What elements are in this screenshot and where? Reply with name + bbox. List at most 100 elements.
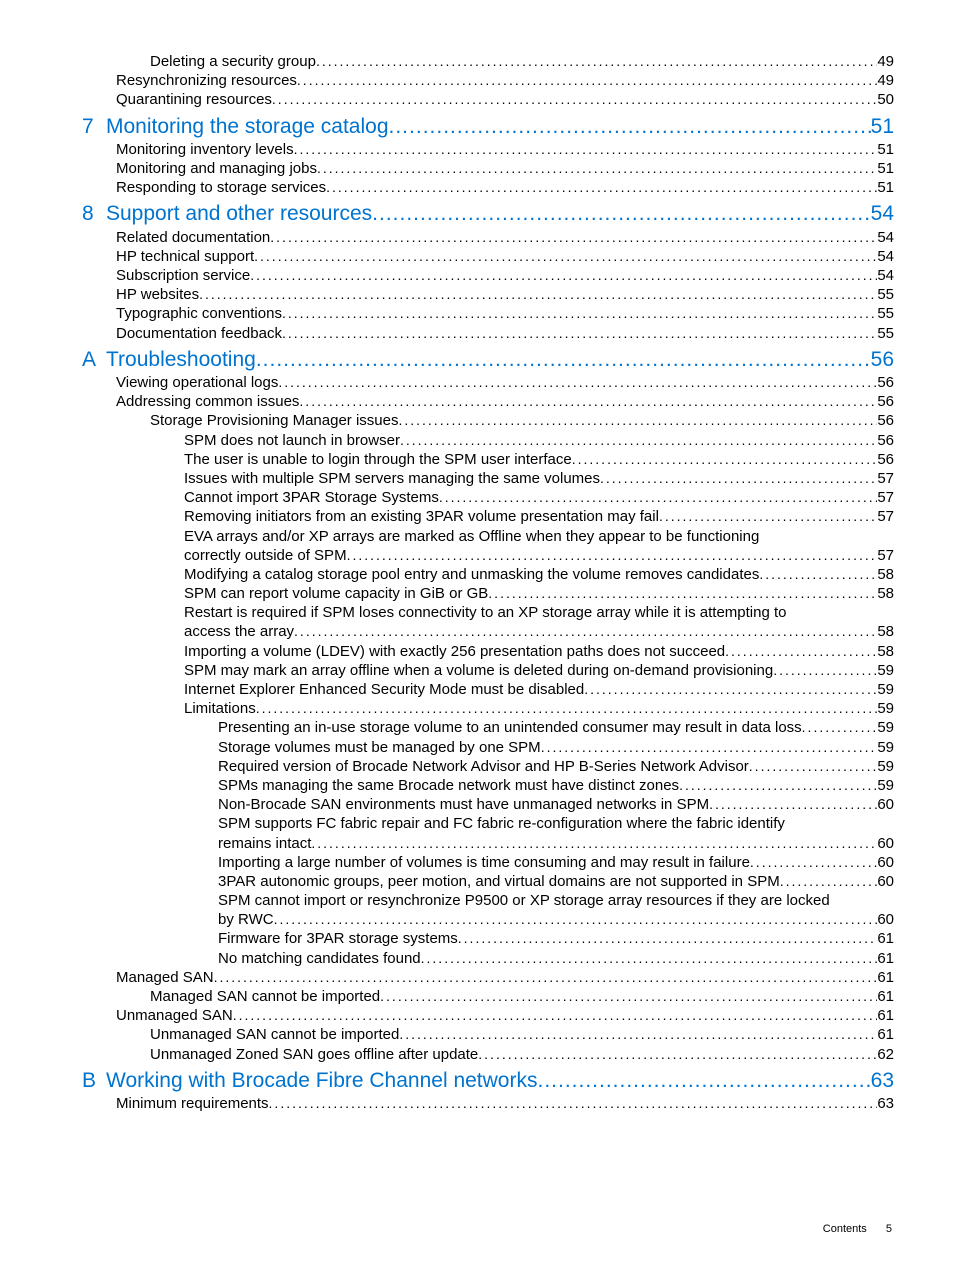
- toc-entry[interactable]: HP websites.............................…: [82, 285, 894, 304]
- toc-entry[interactable]: Unmanaged SAN...........................…: [82, 1006, 894, 1025]
- toc-entry[interactable]: Modifying a catalog storage pool entry a…: [82, 565, 894, 584]
- toc-leader: ........................................…: [780, 873, 878, 891]
- toc-chapter-line[interactable]: Support and other resources.............…: [106, 201, 894, 227]
- toc-entry[interactable]: Addressing common issues................…: [82, 392, 894, 411]
- toc-entry[interactable]: HP technical support....................…: [82, 247, 894, 266]
- toc-entry[interactable]: Internet Explorer Enhanced Security Mode…: [82, 680, 894, 699]
- toc-chapter: 7Monitoring the storage catalog.........…: [82, 110, 894, 140]
- toc-title: No matching candidates found: [218, 949, 421, 968]
- toc-title: Issues with multiple SPM servers managin…: [184, 469, 600, 488]
- toc-page-number: 50: [877, 90, 894, 109]
- toc-entry[interactable]: Unmanaged SAN cannot be imported........…: [82, 1025, 894, 1044]
- toc-entry[interactable]: Unmanaged Zoned SAN goes offline after u…: [82, 1045, 894, 1064]
- toc-page-number: 51: [877, 178, 894, 197]
- toc-leader: ........................................…: [299, 393, 877, 411]
- toc-page-number: 57: [877, 546, 894, 565]
- toc-entry[interactable]: Limitations.............................…: [82, 699, 894, 718]
- toc-entry[interactable]: Managed SAN.............................…: [82, 968, 894, 987]
- toc-entry[interactable]: The user is unable to login through the …: [82, 450, 894, 469]
- toc-entry[interactable]: Importing a large number of volumes is t…: [82, 853, 894, 872]
- toc-entry[interactable]: Issues with multiple SPM servers managin…: [82, 469, 894, 488]
- footer-page-number: 5: [886, 1223, 892, 1235]
- toc-title: Resynchronizing resources: [116, 71, 297, 90]
- toc-entry[interactable]: SPM can report volume capacity in GiB or…: [82, 584, 894, 603]
- toc-page-number: 56: [877, 431, 894, 450]
- toc-entry[interactable]: Presenting an in-use storage volume to a…: [82, 718, 894, 737]
- toc-entry[interactable]: SPM supports FC fabric repair and FC fab…: [82, 814, 894, 852]
- toc-title: Addressing common issues: [116, 392, 299, 411]
- toc-entry[interactable]: SPM does not launch in browser..........…: [82, 431, 894, 450]
- toc-title: Importing a volume (LDEV) with exactly 2…: [184, 642, 725, 661]
- toc-leader: ........................................…: [278, 374, 877, 392]
- toc-entry[interactable]: Storage Provisioning Manager issues.....…: [82, 411, 894, 430]
- toc-leader: ........................................…: [399, 1026, 877, 1044]
- toc-title: Monitoring and managing jobs: [116, 159, 317, 178]
- toc-entry[interactable]: No matching candidates found............…: [82, 949, 894, 968]
- toc-leader: ........................................…: [398, 412, 877, 430]
- toc-entry[interactable]: Subscription service....................…: [82, 266, 894, 285]
- toc-entry[interactable]: Deleting a security group...............…: [82, 52, 894, 71]
- toc-leader: ........................................…: [256, 347, 871, 373]
- toc-title: Unmanaged Zoned SAN goes offline after u…: [150, 1045, 478, 1064]
- toc-page-number: 60: [877, 872, 894, 891]
- toc-title: Required version of Brocade Network Advi…: [218, 757, 749, 776]
- toc-entry[interactable]: Removing initiators from an existing 3PA…: [82, 507, 894, 526]
- toc-leader: ........................................…: [584, 681, 877, 699]
- toc-entry[interactable]: Documentation feedback..................…: [82, 324, 894, 343]
- toc-entry[interactable]: Storage volumes must be managed by one S…: [82, 738, 894, 757]
- toc-entry[interactable]: SPM cannot import or resynchronize P9500…: [82, 891, 894, 929]
- toc-entry[interactable]: Monitoring inventory levels.............…: [82, 140, 894, 159]
- toc-entry[interactable]: Required version of Brocade Network Advi…: [82, 757, 894, 776]
- toc-entry[interactable]: Related documentation...................…: [82, 228, 894, 247]
- toc-entry[interactable]: Firmware for 3PAR storage systems.......…: [82, 929, 894, 948]
- toc-entry[interactable]: Cannot import 3PAR Storage Systems......…: [82, 488, 894, 507]
- toc-page-number: 59: [877, 680, 894, 699]
- toc-chapter: ATroubleshooting........................…: [82, 343, 894, 373]
- toc-title: Removing initiators from an existing 3PA…: [184, 507, 659, 526]
- toc-leader: ........................................…: [759, 566, 877, 584]
- toc-entry[interactable]: Managed SAN cannot be imported..........…: [82, 987, 894, 1006]
- toc-leader: ........................................…: [282, 325, 877, 343]
- toc-entry[interactable]: Importing a volume (LDEV) with exactly 2…: [82, 642, 894, 661]
- toc-page-number: 54: [871, 201, 894, 227]
- toc-entry[interactable]: SPMs managing the same Brocade network m…: [82, 776, 894, 795]
- toc-entry[interactable]: Minimum requirements....................…: [82, 1094, 894, 1113]
- toc-leader: ........................................…: [282, 305, 877, 323]
- toc-entry[interactable]: Quarantining resources..................…: [82, 90, 894, 109]
- toc-leader: ........................................…: [294, 141, 878, 159]
- toc-leader: ........................................…: [294, 623, 877, 641]
- toc-entry[interactable]: SPM may mark an array offline when a vol…: [82, 661, 894, 680]
- chapter-number: 8: [82, 202, 106, 226]
- toc-entry[interactable]: 3PAR autonomic groups, peer motion, and …: [82, 872, 894, 891]
- toc-title: Cannot import 3PAR Storage Systems: [184, 488, 439, 507]
- toc-title: Documentation feedback: [116, 324, 282, 343]
- toc-page-number: 63: [877, 1094, 894, 1113]
- toc-entry[interactable]: Responding to storage services..........…: [82, 178, 894, 197]
- toc-entry[interactable]: Typographic conventions.................…: [82, 304, 894, 323]
- toc-chapter-line[interactable]: Troubleshooting.........................…: [106, 347, 894, 373]
- toc-title: HP websites: [116, 285, 199, 304]
- toc-chapter-line[interactable]: Working with Brocade Fibre Channel netwo…: [106, 1068, 894, 1094]
- toc-title: Storage Provisioning Manager issues: [150, 411, 398, 430]
- toc-title: Unmanaged SAN cannot be imported: [150, 1025, 399, 1044]
- toc-chapter: BWorking with Brocade Fibre Channel netw…: [82, 1064, 894, 1094]
- toc-title: Modifying a catalog storage pool entry a…: [184, 565, 759, 584]
- toc-entry[interactable]: EVA arrays and/or XP arrays are marked a…: [82, 527, 894, 565]
- toc-entry[interactable]: Monitoring and managing jobs............…: [82, 159, 894, 178]
- toc-leader: ........................................…: [233, 1007, 878, 1025]
- toc-page-number: 57: [877, 488, 894, 507]
- toc-page-number: 55: [877, 285, 894, 304]
- toc-chapter-line[interactable]: Monitoring the storage catalog..........…: [106, 114, 894, 140]
- toc-leader: ........................................…: [478, 1046, 877, 1064]
- toc-entry[interactable]: Non-Brocade SAN environments must have u…: [82, 795, 894, 814]
- toc-leader: ........................................…: [272, 91, 877, 109]
- toc-entry[interactable]: Viewing operational logs................…: [82, 373, 894, 392]
- toc-page-number: 56: [877, 392, 894, 411]
- toc-page-number: 61: [877, 1006, 894, 1025]
- toc-entry[interactable]: Restart is required if SPM loses connect…: [82, 603, 894, 641]
- toc-page-number: 49: [877, 71, 894, 90]
- toc-page-number: 54: [877, 228, 894, 247]
- toc-title: Restart is required if SPM loses connect…: [184, 603, 894, 622]
- toc-leader: ........................................…: [458, 930, 878, 948]
- toc-entry[interactable]: Resynchronizing resources...............…: [82, 71, 894, 90]
